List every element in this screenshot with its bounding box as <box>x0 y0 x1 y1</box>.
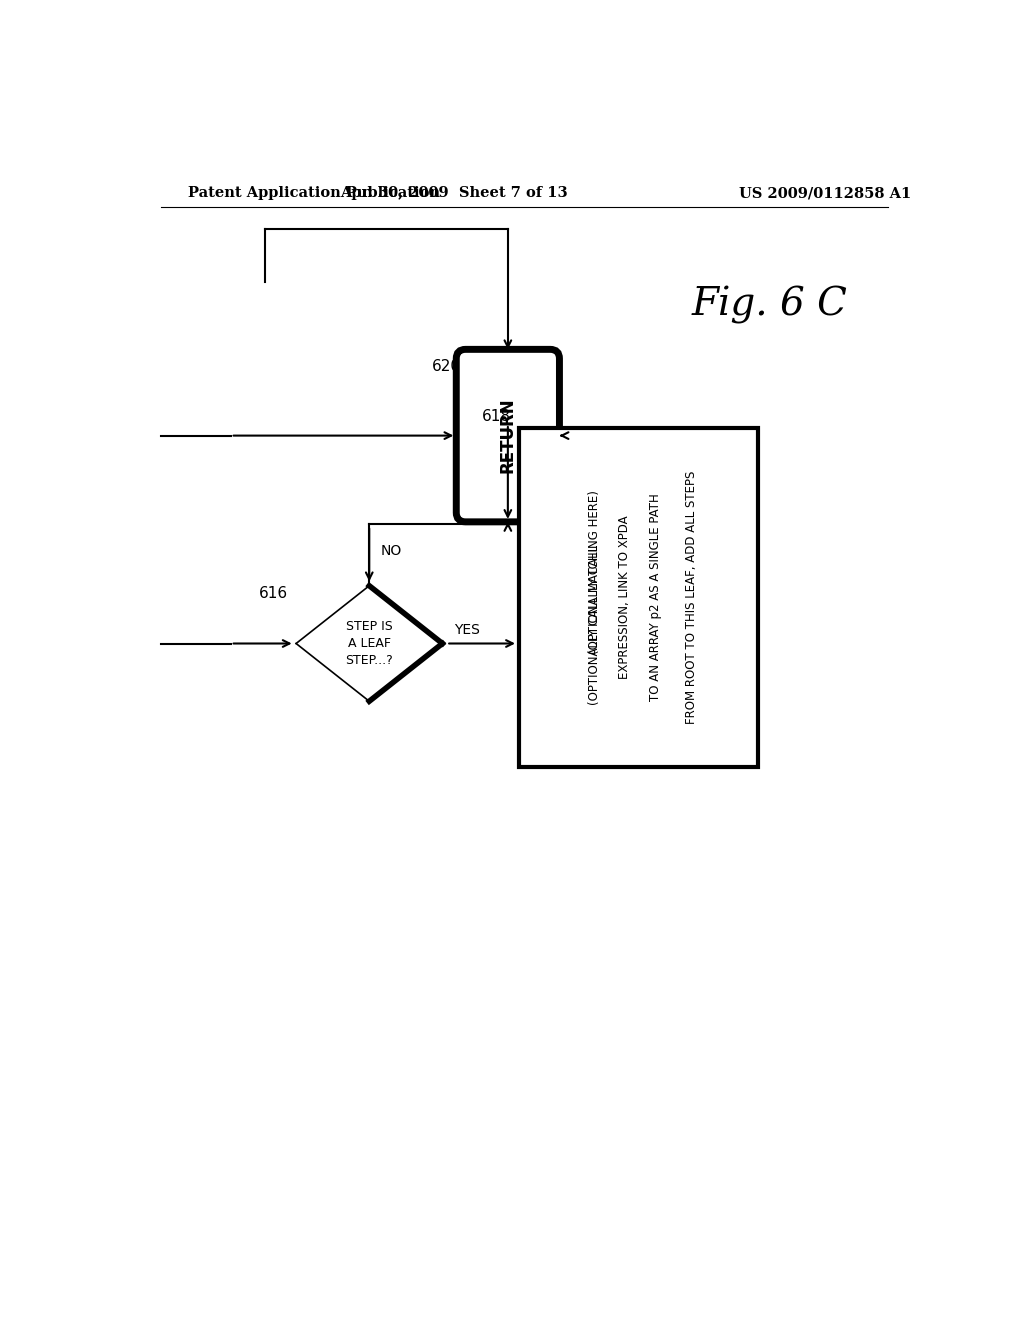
Text: RETURN: RETURN <box>499 397 517 474</box>
Text: TO AN ARRAY p2 AS A SINGLE PATH: TO AN ARRAY p2 AS A SINGLE PATH <box>649 494 663 701</box>
Text: STEP...?: STEP...? <box>345 653 393 667</box>
Text: 618: 618 <box>482 409 511 424</box>
Text: Patent Application Publication: Patent Application Publication <box>188 186 440 201</box>
Text: STEP IS: STEP IS <box>346 620 392 634</box>
Text: 616: 616 <box>258 586 288 601</box>
Text: (OPTIONALLY CALL: (OPTIONALLY CALL <box>588 541 601 653</box>
Text: Apr. 30, 2009  Sheet 7 of 13: Apr. 30, 2009 Sheet 7 of 13 <box>340 186 567 201</box>
Text: US 2009/0112858 A1: US 2009/0112858 A1 <box>739 186 911 201</box>
FancyBboxPatch shape <box>457 350 559 521</box>
Text: Fig. 6 C: Fig. 6 C <box>692 285 848 323</box>
Text: A LEAF: A LEAF <box>348 638 391 649</box>
Text: YES: YES <box>454 623 480 636</box>
Text: (OPTIONALLY CALL MATCHING HERE): (OPTIONALLY CALL MATCHING HERE) <box>588 490 601 705</box>
Text: NO: NO <box>381 544 402 558</box>
Text: EXPRESSION, LINK TO XPDA: EXPRESSION, LINK TO XPDA <box>618 516 632 678</box>
Bar <box>519 428 758 767</box>
Polygon shape <box>296 586 442 701</box>
Text: 620: 620 <box>432 359 461 374</box>
Text: FROM ROOT TO THIS LEAF, ADD ALL STEPS: FROM ROOT TO THIS LEAF, ADD ALL STEPS <box>685 471 697 723</box>
